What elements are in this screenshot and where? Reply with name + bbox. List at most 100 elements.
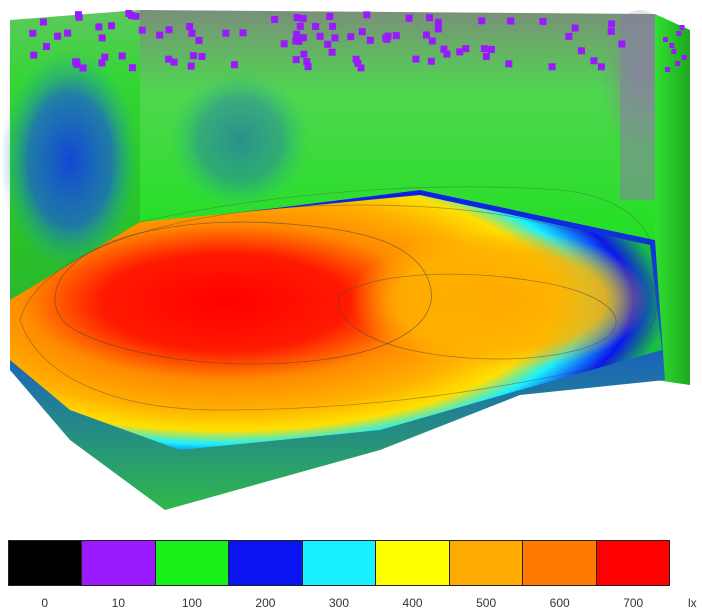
luminaire-marker bbox=[293, 14, 301, 22]
legend-swatch bbox=[523, 541, 597, 585]
luminaire-marker bbox=[405, 14, 413, 22]
luminaire-marker bbox=[539, 18, 547, 25]
luminaire-marker bbox=[505, 60, 513, 68]
luminaire-marker bbox=[271, 16, 279, 23]
luminaire-marker bbox=[434, 25, 442, 33]
luminaire-marker bbox=[79, 64, 87, 72]
luminaire-marker bbox=[156, 31, 164, 39]
luminaire-marker bbox=[412, 55, 420, 63]
luminaire-marker bbox=[663, 37, 668, 42]
luminaire-marker bbox=[443, 50, 451, 58]
color-legend bbox=[8, 540, 670, 586]
luminaire-marker bbox=[125, 10, 133, 17]
luminaire-marker bbox=[316, 32, 324, 40]
luminaire-marker bbox=[565, 32, 573, 40]
legend-tick-label: 100 bbox=[181, 596, 202, 610]
luminaire-marker bbox=[456, 48, 464, 56]
luminaire-marker bbox=[292, 37, 300, 45]
luminaire-marker bbox=[671, 49, 677, 54]
luminaire-marker bbox=[352, 55, 360, 63]
luminaire-marker bbox=[665, 67, 671, 72]
luminaire-marker bbox=[75, 13, 83, 21]
luminaire-marker bbox=[480, 45, 488, 53]
legend-swatch bbox=[82, 541, 156, 585]
luminaire-marker bbox=[222, 29, 230, 37]
luminaire-marker bbox=[29, 29, 37, 37]
luminaire-marker bbox=[132, 12, 140, 20]
luminaire-marker bbox=[98, 34, 106, 42]
luminaire-marker bbox=[43, 43, 50, 50]
contour-line bbox=[338, 273, 617, 360]
luminaire-marker bbox=[676, 31, 682, 36]
legend-tick-label: 0 bbox=[41, 596, 49, 610]
luminaire-marker bbox=[324, 40, 332, 48]
legend-ticks: 0 10 100 200 300 400 500 600 700 lx bbox=[0, 596, 702, 612]
luminaire-marker bbox=[434, 18, 442, 26]
luminaire-marker bbox=[669, 43, 675, 48]
luminaire-marker bbox=[170, 58, 178, 66]
luminaire-marker bbox=[607, 27, 615, 35]
wall-shadow bbox=[170, 70, 310, 210]
luminaire-marker bbox=[679, 25, 685, 30]
luminaire-marker bbox=[392, 32, 400, 40]
luminaire-marker bbox=[186, 23, 194, 30]
legend-swatch bbox=[9, 541, 83, 585]
luminaire-marker bbox=[428, 37, 436, 45]
luminaire-marker bbox=[239, 29, 247, 37]
luminaire-marker bbox=[328, 48, 336, 56]
luminaire-marker bbox=[383, 35, 391, 43]
luminaire-marker bbox=[590, 57, 598, 65]
luminaire-marker bbox=[440, 45, 448, 53]
luminaire-marker bbox=[597, 63, 605, 71]
legend-tick-label: 200 bbox=[255, 596, 276, 610]
luminaire-marker bbox=[101, 53, 109, 61]
legend-tick-label: 400 bbox=[402, 596, 423, 610]
legend-swatch bbox=[155, 541, 230, 585]
legend-tick-label: 600 bbox=[549, 596, 570, 610]
floor-heat-lobe bbox=[350, 230, 650, 370]
luminaire-marker bbox=[198, 53, 206, 60]
luminaire-marker bbox=[165, 55, 173, 63]
illuminance-3d-render bbox=[0, 10, 690, 510]
luminaire-marker bbox=[312, 23, 320, 30]
luminaire-marker bbox=[357, 64, 365, 72]
legend-tick-label: 300 bbox=[328, 596, 350, 610]
wall-shadow bbox=[0, 50, 140, 270]
luminaire-marker bbox=[303, 58, 311, 65]
luminaire-marker bbox=[98, 59, 106, 67]
luminaire-marker bbox=[128, 64, 136, 72]
luminaire-marker bbox=[300, 50, 308, 58]
luminaire-marker bbox=[299, 15, 307, 22]
luminaire-marker bbox=[675, 61, 681, 66]
luminaire-marker bbox=[64, 29, 72, 37]
luminaire-marker bbox=[95, 23, 103, 31]
luminaire-marker bbox=[296, 22, 304, 30]
contour-line bbox=[54, 221, 432, 365]
luminaire-marker bbox=[299, 34, 307, 42]
luminaire-marker bbox=[331, 34, 339, 42]
luminaire-marker bbox=[326, 12, 334, 20]
luminaire-marker bbox=[187, 62, 195, 70]
luminaire-marker bbox=[54, 32, 62, 40]
legend-swatch bbox=[449, 541, 524, 585]
luminaire-marker bbox=[138, 26, 146, 34]
legend-tick-label: 500 bbox=[476, 596, 497, 610]
luminaire-marker bbox=[189, 52, 197, 60]
legend-swatch bbox=[302, 541, 377, 585]
luminaire-marker bbox=[347, 33, 355, 41]
luminaire-marker bbox=[39, 18, 47, 26]
legend-tick-label: 700 bbox=[623, 596, 644, 610]
luminaire-marker bbox=[231, 61, 238, 69]
luminaire-marker bbox=[608, 20, 615, 28]
luminaire-marker bbox=[478, 17, 486, 25]
contour-line bbox=[19, 204, 658, 411]
luminaire-marker bbox=[118, 52, 126, 60]
legend-swatch bbox=[376, 541, 450, 585]
luminaire-marker bbox=[366, 36, 374, 44]
luminaire-marker bbox=[577, 47, 585, 55]
luminaire-marker bbox=[681, 55, 687, 60]
luminaire-marker bbox=[363, 11, 371, 19]
legend-unit-label: lx bbox=[688, 596, 697, 610]
luminaire-marker bbox=[292, 56, 300, 64]
luminaire-marker bbox=[427, 57, 435, 65]
